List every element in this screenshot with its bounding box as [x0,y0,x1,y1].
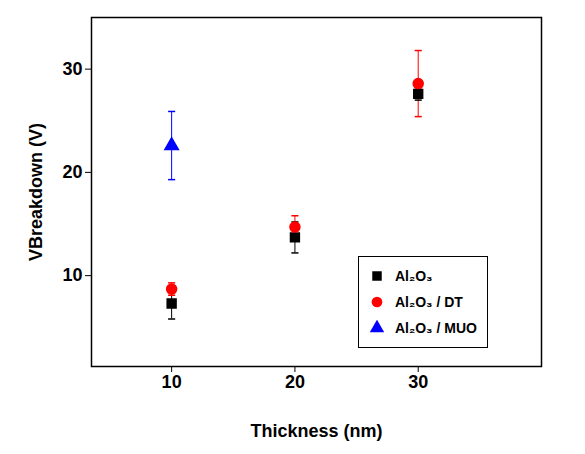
svg-text:20: 20 [285,372,305,392]
svg-text:30: 30 [408,372,428,392]
svg-text:10: 10 [62,265,82,285]
svg-text:10: 10 [162,372,182,392]
svg-text:30: 30 [62,59,82,79]
html-text:Al₂O₃: Al₂O₃ [395,268,433,284]
svg-text:VBreakdown (V): VBreakdown (V) [26,123,46,261]
html-text:Al₂O₃ / MUO: Al₂O₃ / MUO [395,320,477,336]
html-text:Al₂O₃ / DT: Al₂O₃ / DT [395,294,463,310]
svg-text:20: 20 [62,162,82,182]
svg-text:Thickness (nm): Thickness (nm) [250,421,382,441]
